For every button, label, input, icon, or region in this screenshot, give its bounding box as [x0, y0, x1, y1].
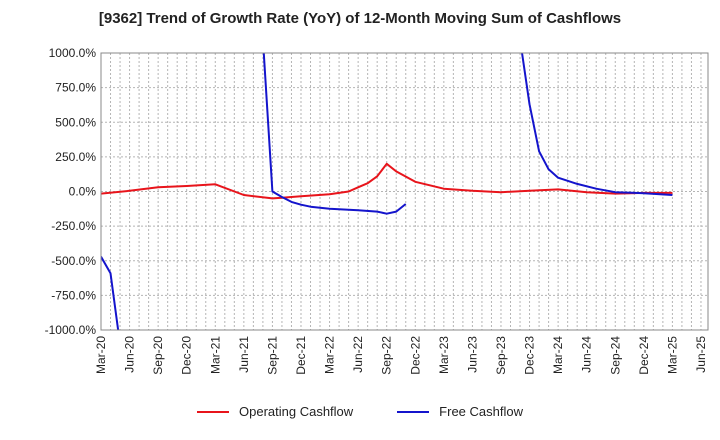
series-line-free-cashflow [262, 53, 407, 215]
x-tick-label: Dec-24 [637, 336, 651, 375]
y-tick-label: -250.0% [51, 219, 96, 233]
x-tick-label: Mar-20 [94, 336, 108, 374]
legend-swatch-free-cashflow [397, 410, 430, 413]
x-tick-label: Jun-21 [237, 336, 251, 373]
chart-title: [9362] Trend of Growth Rate (YoY) of 12-… [98, 10, 622, 27]
legend-item-free-cashflow: Free Cashflow [397, 404, 523, 419]
x-tick-label: Sep-21 [265, 336, 279, 375]
y-tick-label: 1000.0% [49, 46, 97, 60]
x-tick-label: Dec-23 [523, 336, 537, 375]
y-tick-label: -1000.0% [45, 323, 97, 337]
axis-labels: 1000.0% 750.0% 500.0% 250.0% 0.0% -250.0% -500… [45, 46, 708, 375]
x-tick-label: Dec-22 [408, 336, 422, 375]
series-lines [101, 53, 673, 330]
x-tick-label: Jun-20 [123, 336, 137, 373]
x-tick-label: Mar-24 [551, 336, 565, 374]
y-tick-label: 0.0% [69, 185, 97, 199]
x-tick-label: Jun-25 [694, 336, 708, 373]
series-line-operating-cashflow [101, 162, 673, 200]
x-tick-label: Sep-22 [380, 336, 394, 375]
y-tick-label: -500.0% [51, 254, 96, 268]
x-tick-label: Dec-21 [294, 336, 308, 375]
legend: Operating Cashflow Free Cashflow [0, 404, 720, 419]
legend-item-operating-cashflow: Operating Cashflow [197, 404, 353, 419]
x-tick-label: Dec-20 [180, 336, 194, 375]
x-tick-label: Sep-23 [494, 336, 508, 375]
x-tick-label: Jun-23 [465, 336, 479, 373]
x-tick-label: Mar-21 [208, 336, 222, 374]
x-tick-label: Mar-23 [437, 336, 451, 374]
legend-swatch-operating-cashflow [197, 410, 229, 413]
x-tick-label: Sep-24 [608, 336, 622, 375]
plot-frame [100, 52, 709, 331]
y-tick-label: 500.0% [55, 115, 96, 129]
x-tick-label: Mar-22 [323, 336, 337, 374]
legend-label-free-cashflow: Free Cashflow [439, 404, 523, 419]
x-tick-label: Sep-20 [151, 336, 165, 375]
y-tick-label: -750.0% [51, 288, 96, 302]
legend-label-operating-cashflow: Operating Cashflow [239, 404, 354, 419]
x-tick-label: Jun-24 [580, 336, 594, 373]
series-line-free-cashflow [101, 256, 120, 330]
x-tick-label: Jun-22 [351, 336, 365, 373]
y-tick-label: 250.0% [55, 150, 96, 164]
y-tick-label: 750.0% [55, 81, 96, 95]
series-line-free-cashflow [521, 53, 673, 196]
x-tick-label: Mar-25 [665, 336, 679, 374]
